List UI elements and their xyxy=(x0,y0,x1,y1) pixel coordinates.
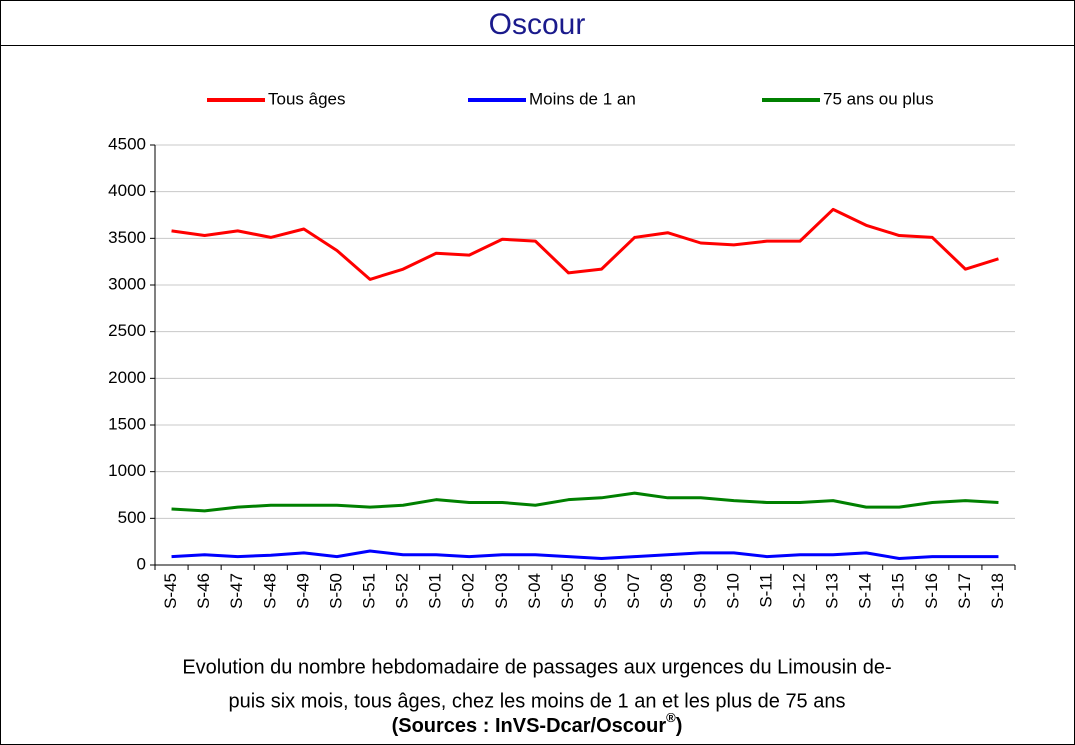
x-tick-label: S-17 xyxy=(955,573,974,609)
y-tick-label: 2500 xyxy=(108,321,146,340)
y-tick-label: 1500 xyxy=(108,414,146,433)
x-tick-label: S-45 xyxy=(161,573,180,609)
source-text: (Sources : InVS-Dcar/Oscour xyxy=(392,715,667,737)
y-tick-label: 2000 xyxy=(108,368,146,387)
x-tick-label: S-18 xyxy=(988,573,1007,609)
x-tick-label: S-46 xyxy=(194,573,213,609)
legend-label: Tous âges xyxy=(268,89,346,108)
x-tick-label: S-07 xyxy=(624,573,643,609)
x-tick-label: S-06 xyxy=(591,573,610,609)
y-tick-label: 4000 xyxy=(108,181,146,200)
series-line xyxy=(171,207,999,281)
x-tick-label: S-50 xyxy=(326,573,345,609)
x-tick-label: S-01 xyxy=(426,573,445,609)
series-line xyxy=(171,491,999,513)
x-tick-label: S-04 xyxy=(525,573,544,609)
x-tick-label: S-48 xyxy=(260,573,279,609)
x-tick-label: S-10 xyxy=(723,573,742,609)
series-line xyxy=(171,549,999,560)
y-tick-label: 0 xyxy=(137,554,146,573)
y-tick-label: 3000 xyxy=(108,274,146,293)
x-tick-label: S-51 xyxy=(359,573,378,609)
caption: puis six mois, tous âges, chez les moins… xyxy=(228,690,845,712)
x-tick-label: S-05 xyxy=(558,573,577,609)
x-tick-label: S-11 xyxy=(756,573,775,608)
x-tick-label: S-12 xyxy=(789,573,808,609)
legend-label: 75 ans ou plus xyxy=(823,89,934,108)
y-tick-label: 1000 xyxy=(108,461,146,480)
x-tick-label: S-14 xyxy=(856,573,875,609)
source-mark: ® xyxy=(666,710,676,725)
x-tick-label: S-49 xyxy=(293,573,312,609)
source: (Sources : InVS-Dcar/Oscour®) xyxy=(392,710,683,737)
y-tick-label: 500 xyxy=(118,508,146,527)
x-tick-label: S-13 xyxy=(823,573,842,609)
x-tick-label: S-15 xyxy=(889,573,908,609)
x-tick-label: S-16 xyxy=(922,573,941,609)
x-tick-label: S-02 xyxy=(459,573,478,609)
x-tick-label: S-52 xyxy=(393,573,412,609)
x-tick-label: S-08 xyxy=(657,573,676,609)
x-tick-label: S-03 xyxy=(492,573,511,609)
chart-title: Oscour xyxy=(489,8,586,41)
legend-label: Moins de 1 an xyxy=(529,89,636,108)
x-tick-label: S-09 xyxy=(690,573,709,609)
y-tick-label: 3500 xyxy=(108,228,146,247)
y-tick-label: 4500 xyxy=(108,134,146,153)
source-end: ) xyxy=(676,715,683,737)
x-tick-label: S-47 xyxy=(227,573,246,609)
caption: Evolution du nombre hebdomadaire de pass… xyxy=(182,656,891,678)
